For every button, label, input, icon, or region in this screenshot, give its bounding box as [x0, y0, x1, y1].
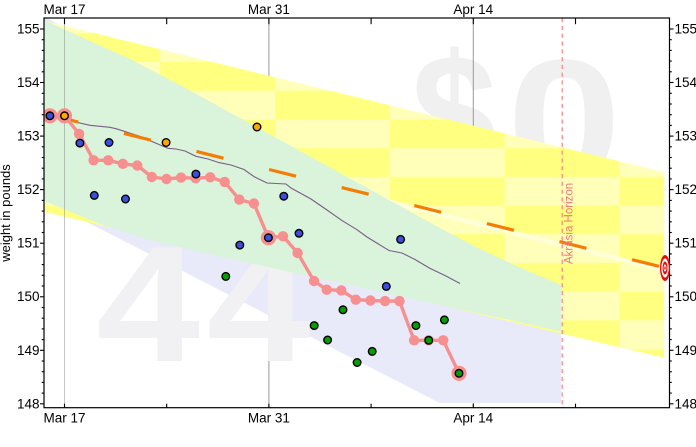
- svg-text:Akrasia Horizon: Akrasia Horizon: [564, 183, 576, 264]
- svg-text:Apr 14: Apr 14: [453, 2, 493, 17]
- svg-text:153: 153: [675, 129, 696, 144]
- svg-text:148: 148: [675, 396, 696, 411]
- svg-text:153: 153: [17, 129, 40, 144]
- svg-text:weight in pounds: weight in pounds: [0, 164, 13, 263]
- svg-text:154: 154: [675, 75, 696, 90]
- svg-text:149: 149: [17, 343, 40, 358]
- svg-text:151: 151: [17, 236, 40, 251]
- svg-text:150: 150: [675, 289, 696, 304]
- svg-text:150: 150: [17, 289, 40, 304]
- svg-text:Mar 17: Mar 17: [43, 411, 85, 426]
- svg-text:Mar 31: Mar 31: [248, 411, 290, 426]
- svg-text:Apr 14: Apr 14: [453, 411, 493, 426]
- svg-text:155: 155: [17, 22, 40, 37]
- svg-text:Mar 31: Mar 31: [248, 2, 290, 17]
- svg-text:152: 152: [675, 182, 696, 197]
- svg-text:154: 154: [17, 75, 40, 90]
- svg-text:151: 151: [675, 236, 696, 251]
- svg-text:152: 152: [17, 182, 40, 197]
- svg-text:149: 149: [675, 343, 696, 358]
- svg-text:Mar 17: Mar 17: [43, 2, 85, 17]
- svg-text:148: 148: [17, 396, 40, 411]
- svg-text:155: 155: [675, 22, 696, 37]
